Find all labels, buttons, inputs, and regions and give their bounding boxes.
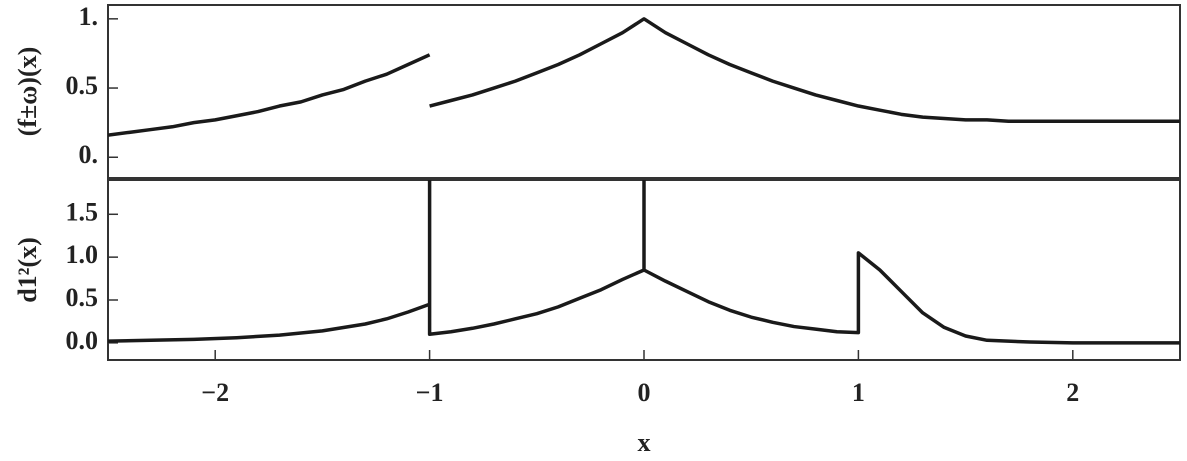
x-tick-label: 0 xyxy=(638,378,651,407)
y-axis-label: (f±ω)(x) xyxy=(13,47,42,137)
y-tick-label: 0.0 xyxy=(66,326,99,355)
x-tick-label: 1 xyxy=(852,378,865,407)
x-tick-label: 2 xyxy=(1066,378,1079,407)
y-axis-label: d1²(x) xyxy=(13,237,42,303)
x-tick-label: −1 xyxy=(416,378,444,407)
y-tick-label: 1.0 xyxy=(66,240,99,269)
y-tick-label: 0. xyxy=(79,140,99,169)
x-axis-label: x xyxy=(638,428,651,457)
y-tick-label: 1.5 xyxy=(66,197,99,226)
y-tick-label: 0.5 xyxy=(66,71,99,100)
plot-frame xyxy=(107,4,1181,179)
y-tick-label: 1. xyxy=(79,2,99,31)
y-tick-label: 0.5 xyxy=(66,283,99,312)
data-line xyxy=(108,17,1180,137)
x-tick-label: −2 xyxy=(201,378,229,407)
data-line xyxy=(108,180,1180,345)
